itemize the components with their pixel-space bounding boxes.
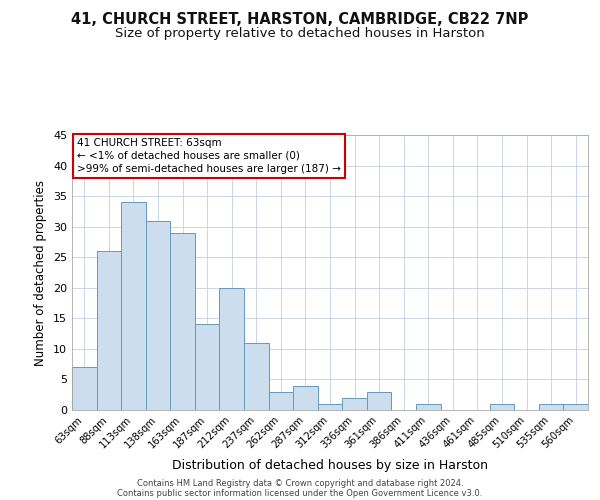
Bar	[97, 251, 121, 410]
Bar	[318, 404, 342, 410]
Text: Size of property relative to detached houses in Harston: Size of property relative to detached ho…	[115, 28, 485, 40]
Text: 41, CHURCH STREET, HARSTON, CAMBRIDGE, CB22 7NP: 41, CHURCH STREET, HARSTON, CAMBRIDGE, C…	[71, 12, 529, 28]
X-axis label: Distribution of detached houses by size in Harston: Distribution of detached houses by size …	[172, 459, 488, 472]
Text: 41 CHURCH STREET: 63sqm
← <1% of detached houses are smaller (0)
>99% of semi-de: 41 CHURCH STREET: 63sqm ← <1% of detache…	[77, 138, 341, 174]
Bar	[146, 220, 170, 410]
Bar	[72, 367, 97, 410]
Y-axis label: Number of detached properties: Number of detached properties	[34, 180, 47, 366]
Bar	[416, 404, 440, 410]
Bar	[563, 404, 588, 410]
Bar	[121, 202, 146, 410]
Bar	[170, 233, 195, 410]
Bar	[269, 392, 293, 410]
Bar	[293, 386, 318, 410]
Bar	[367, 392, 391, 410]
Bar	[195, 324, 220, 410]
Bar	[539, 404, 563, 410]
Bar	[342, 398, 367, 410]
Bar	[490, 404, 514, 410]
Text: Contains public sector information licensed under the Open Government Licence v3: Contains public sector information licen…	[118, 488, 482, 498]
Bar	[244, 343, 269, 410]
Text: Contains HM Land Registry data © Crown copyright and database right 2024.: Contains HM Land Registry data © Crown c…	[137, 478, 463, 488]
Bar	[220, 288, 244, 410]
